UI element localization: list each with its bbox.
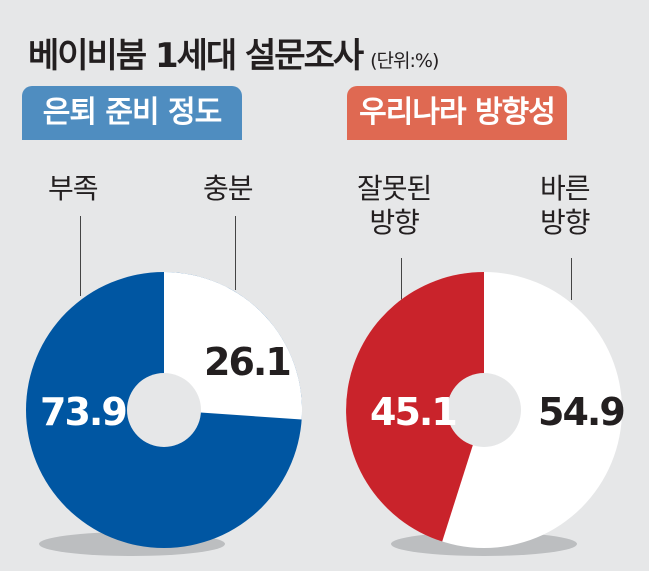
label-sufficient: 충분 xyxy=(203,172,254,205)
label-wrong-direction: 잘못된 방향 xyxy=(357,172,432,239)
direction-donut xyxy=(346,272,622,556)
retirement-donut xyxy=(26,272,303,556)
label-right-direction: 바른 방향 xyxy=(540,172,591,239)
value-right-direction: 54.9 xyxy=(538,390,626,434)
page-title: 베이비붐 1세대 설문조사 (단위:%) xyxy=(28,28,439,77)
leader-line xyxy=(235,216,236,290)
retirement-panel-title: 은퇴 준비 정도 xyxy=(22,86,242,140)
value-sufficient: 26.1 xyxy=(204,340,292,384)
label-insufficient: 부족 xyxy=(48,172,99,205)
direction-panel-title: 우리나라 방향성 xyxy=(347,86,567,140)
value-wrong-direction: 45.1 xyxy=(370,390,458,434)
title-text: 베이비붐 1세대 설문조사 xyxy=(28,36,364,76)
leader-line xyxy=(571,258,572,300)
value-insufficient: 73.9 xyxy=(40,390,128,434)
leader-line xyxy=(80,216,81,296)
unit-label: (단위:%) xyxy=(370,50,439,72)
leader-line xyxy=(401,258,402,300)
